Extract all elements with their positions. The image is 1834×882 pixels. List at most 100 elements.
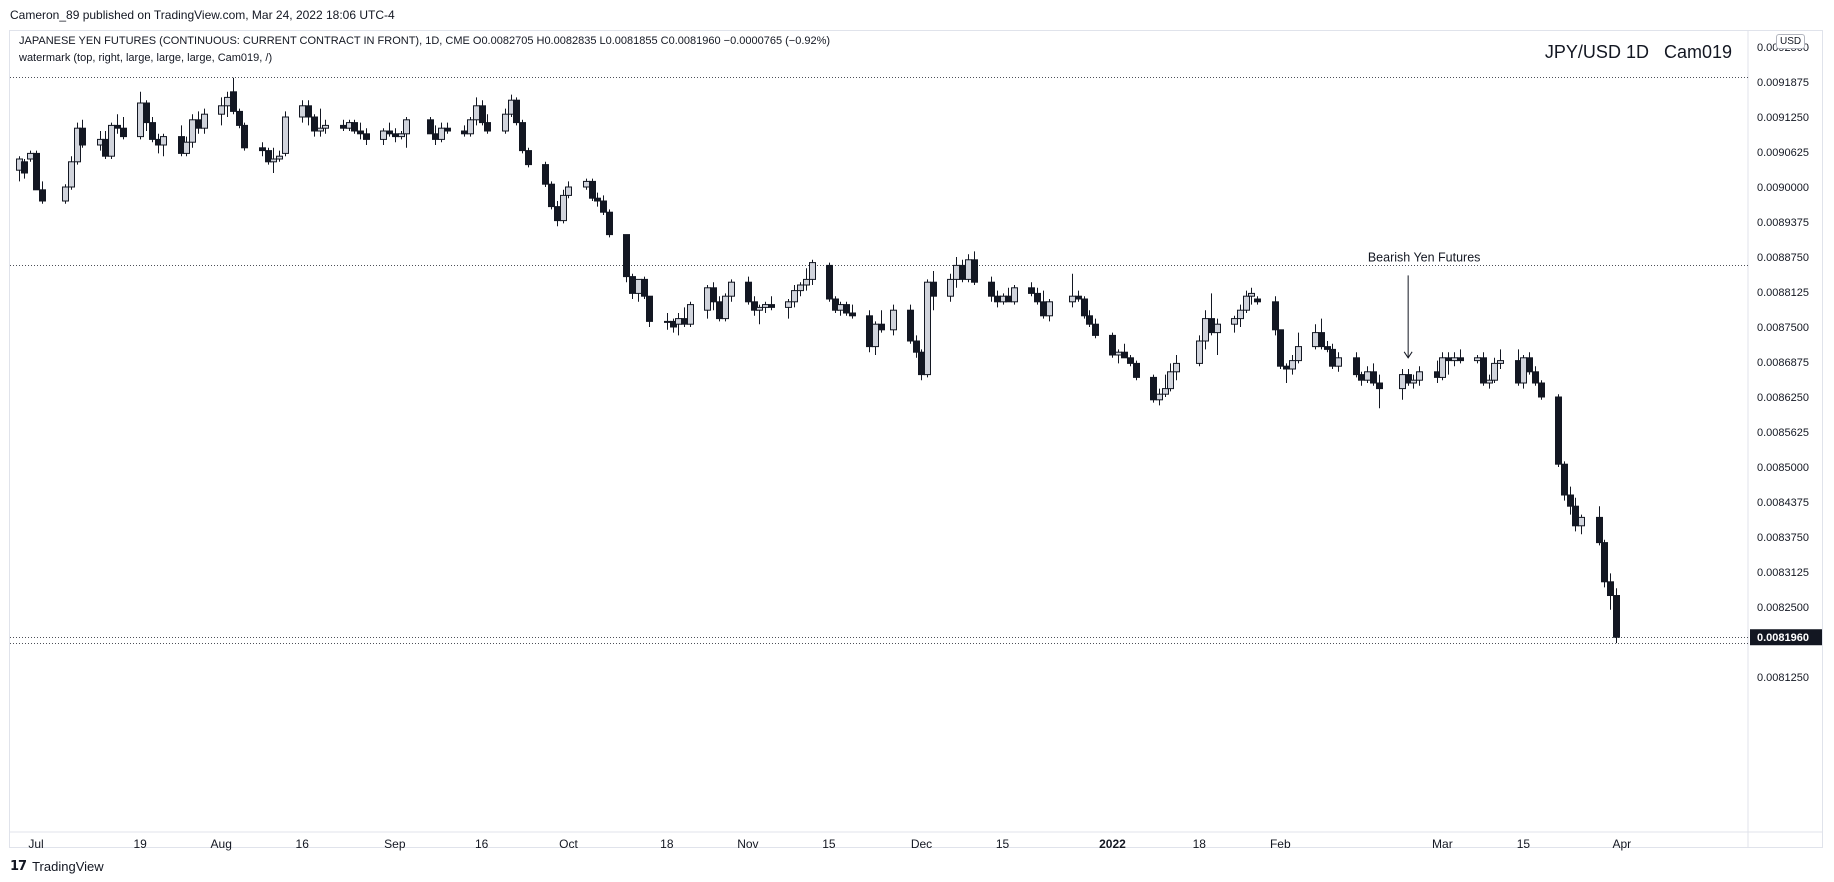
- candle-body: [1405, 374, 1412, 384]
- candle-body: [704, 287, 711, 311]
- candle-body: [39, 189, 46, 202]
- tradingview-brand[interactable]: TradingView: [32, 858, 104, 874]
- candle-body: [1167, 371, 1174, 390]
- candle-body: [473, 105, 480, 121]
- candle-body: [1237, 309, 1244, 320]
- candle-body: [1353, 357, 1360, 376]
- candle-body: [843, 304, 850, 314]
- candle-body: [201, 113, 208, 129]
- candle-body: [924, 281, 931, 376]
- candle-body: [1162, 388, 1169, 395]
- candle-body: [1555, 396, 1562, 465]
- candle-body: [1011, 287, 1018, 303]
- y-tick-label: 0.0088125: [1757, 287, 1809, 299]
- candle-body: [305, 105, 312, 118]
- candle-body: [444, 127, 451, 132]
- y-tick-label: 0.0091875: [1757, 77, 1809, 89]
- symbol-legend[interactable]: JAPANESE YEN FUTURES (CONTINUOUS: CURREN…: [19, 35, 831, 47]
- y-tick-label: 0.0090625: [1757, 147, 1809, 159]
- candle-body: [259, 147, 266, 152]
- footer: 17 TradingView: [10, 856, 104, 876]
- candle-body: [1208, 318, 1215, 334]
- candle-body: [380, 130, 387, 140]
- candle-body: [1075, 295, 1082, 300]
- annotation-arrow-head: [1403, 351, 1413, 359]
- chart-frame[interactable]: [9, 30, 1823, 848]
- y-tick-label: 0.0083750: [1757, 532, 1809, 544]
- candle-body: [565, 186, 572, 196]
- candle-body: [1596, 516, 1603, 544]
- candle-body: [1572, 505, 1579, 527]
- candle-body: [230, 91, 237, 112]
- candle-body: [1399, 374, 1406, 390]
- candle-body: [1324, 346, 1331, 350]
- candle-body: [1202, 318, 1209, 342]
- candle-body: [1248, 292, 1255, 297]
- candle-body: [1497, 360, 1504, 364]
- candle-body: [1272, 301, 1279, 331]
- candle-body: [137, 102, 144, 138]
- candle-body: [33, 152, 40, 191]
- candle-body: [1283, 365, 1290, 370]
- candle-body: [392, 133, 399, 138]
- x-tick-label: 16: [296, 837, 310, 851]
- candle-body: [1457, 357, 1464, 362]
- candle-body: [195, 119, 202, 129]
- candle-body: [189, 119, 196, 143]
- candle-body: [641, 278, 648, 297]
- x-tick-label: Dec: [911, 837, 932, 851]
- candle-body: [1335, 357, 1342, 367]
- candle-body: [745, 281, 752, 303]
- candle-body: [965, 259, 972, 280]
- candle-body: [1538, 382, 1545, 398]
- candle-body: [1086, 315, 1093, 325]
- candle-body: [398, 133, 405, 138]
- x-tick-label: 15: [1517, 837, 1531, 851]
- candle-body: [837, 304, 844, 311]
- candle-body: [1028, 287, 1035, 294]
- candle-body: [21, 161, 28, 174]
- x-tick-label: Aug: [211, 837, 232, 851]
- x-tick-label: Mar: [1432, 837, 1453, 851]
- y-tick-label: 0.0085625: [1757, 427, 1809, 439]
- y-tick-label: 0.0083125: [1757, 567, 1809, 579]
- x-tick-label: 16: [475, 837, 489, 851]
- candle-body: [785, 301, 792, 308]
- candle-body: [953, 264, 960, 280]
- candle-body: [1329, 348, 1336, 367]
- currency-button[interactable]: USD: [1776, 34, 1806, 49]
- last-price-label: 0.0081960: [1757, 632, 1809, 644]
- candle-body: [236, 110, 243, 126]
- candle-body: [299, 105, 306, 118]
- candle-body: [1069, 295, 1076, 303]
- candle-body: [600, 200, 607, 213]
- candle-body: [1081, 298, 1088, 317]
- candle-body: [27, 152, 34, 160]
- candle-body: [311, 116, 318, 132]
- candle-body: [108, 124, 115, 157]
- candle-body: [241, 124, 248, 149]
- candle-body: [803, 278, 810, 286]
- candle-body: [1092, 323, 1099, 336]
- candle-body: [502, 113, 509, 132]
- indicator-legend[interactable]: watermark (top, right, large, large, lar…: [19, 52, 273, 64]
- tradingview-logo-icon[interactable]: 17: [10, 858, 27, 874]
- last-price-badge: [1750, 629, 1822, 646]
- candle-body: [1613, 595, 1620, 638]
- candle-body: [635, 278, 642, 294]
- candle-body: [1173, 362, 1180, 373]
- y-tick-label: 0.0086250: [1757, 392, 1809, 404]
- x-tick-label: Feb: [1270, 837, 1291, 851]
- candle-body: [1445, 357, 1452, 362]
- candle-body: [62, 186, 69, 202]
- candle-body: [913, 340, 920, 353]
- candle-body: [351, 122, 358, 132]
- candle-body: [403, 119, 410, 135]
- candle-body: [1370, 371, 1377, 384]
- candle-body: [1254, 298, 1261, 303]
- candle-body: [519, 122, 526, 152]
- candle-body: [589, 180, 596, 199]
- candle-body: [427, 119, 434, 135]
- watermark-text: JPY/USD 1D Cam019: [1544, 42, 1732, 62]
